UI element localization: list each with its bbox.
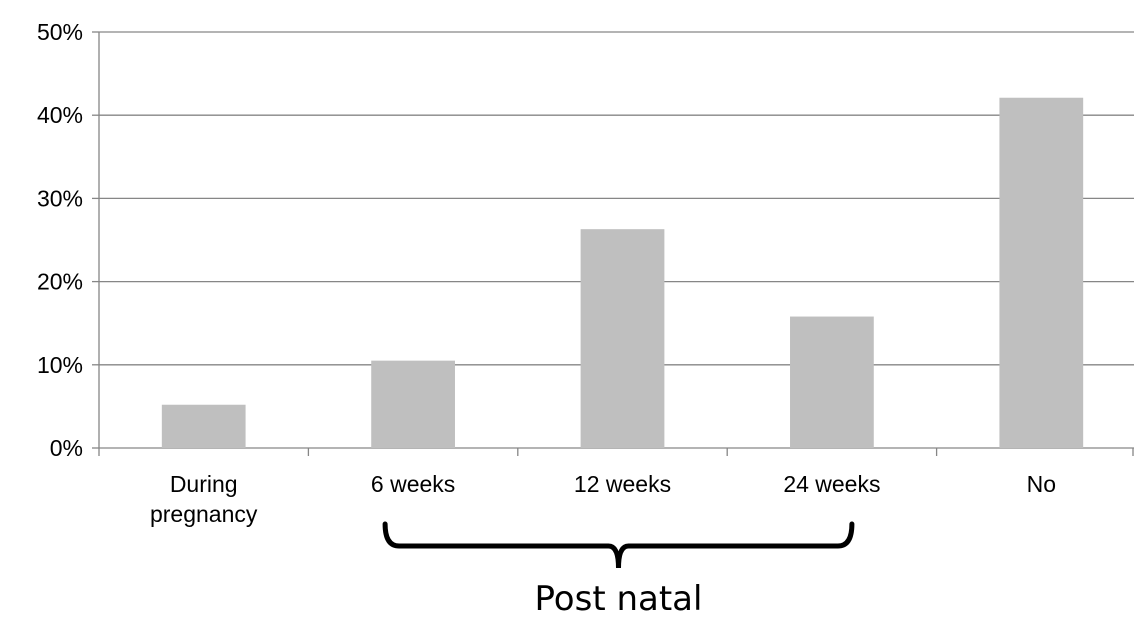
x-tick-label: 12 weeks xyxy=(574,471,671,497)
x-tick-label: During xyxy=(170,471,238,497)
y-tick-label: 20% xyxy=(37,269,83,295)
x-tick-label: No xyxy=(1027,471,1056,497)
annotation-label: Post natal xyxy=(535,579,703,618)
x-tick-label: 6 weeks xyxy=(371,471,455,497)
y-tick-label: 40% xyxy=(37,102,83,128)
y-tick-label: 30% xyxy=(37,185,83,211)
x-tick-label: 24 weeks xyxy=(783,471,880,497)
bar xyxy=(999,97,1084,448)
bar xyxy=(580,229,665,448)
y-tick-label: 10% xyxy=(37,352,83,378)
bracket-annotation xyxy=(382,521,855,569)
bar xyxy=(371,360,455,448)
y-tick-label: 50% xyxy=(37,19,83,45)
bar xyxy=(790,316,874,448)
x-tick-label: pregnancy xyxy=(150,501,258,527)
y-tick-label: 0% xyxy=(50,435,83,461)
bar xyxy=(161,404,246,448)
